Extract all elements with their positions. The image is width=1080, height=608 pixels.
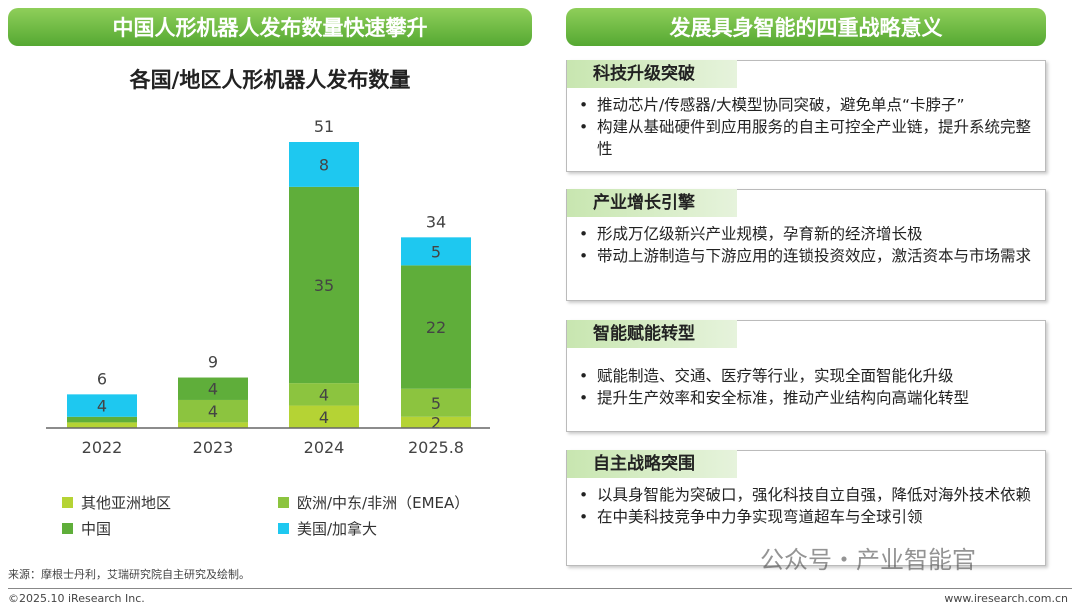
legend-label: 美国/加拿大 (297, 520, 378, 538)
card-strategic-breakthrough: 自主战略突围 以具身智能为突破口，强化科技自立自强，降低对海外技术依赖在中美科技… (566, 450, 1046, 566)
bullet-item: 构建从基础硬件到应用服务的自主可控全产业链，提升系统完整性 (577, 116, 1037, 160)
bar-segment (67, 416, 137, 423)
x-tick-label: 2022 (82, 438, 123, 457)
data-label: 5 (431, 394, 441, 413)
card-title: 产业增长引擎 (567, 189, 737, 217)
footer-divider (8, 588, 1072, 589)
total-label: 6 (97, 369, 107, 388)
total-label: 34 (426, 212, 446, 231)
legend-label: 其他亚洲地区 (81, 494, 172, 512)
bar-segment (178, 399, 248, 423)
legend-item-other-asia: 其他亚洲地区 (62, 492, 171, 513)
bullet-item: 提升生产效率和安全标准，推动产业结构向高端化转型 (577, 387, 1037, 409)
x-tick-label: 2024 (304, 438, 345, 457)
bar-segment (289, 186, 359, 384)
legend-swatch (278, 497, 289, 508)
legend-item-china: 中国 (62, 518, 111, 539)
data-label: 4 (97, 397, 107, 416)
data-label: 4 (208, 402, 218, 421)
bullet-item: 在中美科技竞争中力争实现弯道超车与全球引领 (577, 506, 1037, 528)
watermark: 公众号・产业智能官 (760, 546, 976, 574)
bar-segment (289, 405, 359, 428)
data-label: 4 (319, 408, 329, 427)
total-label: 9 (208, 353, 218, 372)
card-title: 智能赋能转型 (567, 320, 737, 348)
total-label: 51 (314, 117, 334, 136)
data-label: 5 (431, 242, 441, 261)
bullet-item: 带动上游制造与下游应用的连锁投资效应，激活资本与市场需求 (577, 245, 1037, 267)
bullet-item: 赋能制造、交通、医疗等行业，实现全面智能化升级 (577, 365, 1037, 387)
bar-segment (178, 422, 248, 428)
card-industry-growth: 产业增长引擎 形成万亿级新兴产业规模，孕育新的经济增长极带动上游制造与下游应用的… (566, 189, 1046, 301)
bar-segment (401, 388, 471, 417)
x-tick-label: 2025.8 (408, 438, 464, 457)
bar-segment (401, 265, 471, 389)
right-section-banner: 发展具身智能的四重战略意义 (566, 8, 1046, 46)
chart-title: 各国/地区人形机器人发布数量 (129, 68, 411, 92)
bar-segment (289, 383, 359, 406)
website-link[interactable]: www.iresearch.com.cn (944, 592, 1068, 605)
bar-segment (401, 416, 471, 428)
card-title: 科技升级突破 (567, 60, 737, 88)
bar-segment (67, 422, 137, 428)
legend-swatch (62, 497, 73, 508)
data-label: 4 (208, 380, 218, 399)
data-label: 35 (314, 276, 334, 295)
legend-item-us-canada: 美国/加拿大 (278, 518, 377, 539)
card-intelligent-transformation: 智能赋能转型 赋能制造、交通、医疗等行业，实现全面智能化升级提升生产效率和安全标… (566, 320, 1046, 432)
bar-segment (401, 237, 471, 266)
data-label: 2 (431, 413, 441, 432)
copyright: ©2025.10 iResearch Inc. (8, 592, 145, 605)
data-label: 4 (319, 385, 329, 404)
source-note: 来源：摩根士丹利，艾瑞研究院自主研究及绘制。 (8, 568, 250, 581)
card-tech-upgrade: 科技升级突破 推动芯片/传感器/大模型协同突破，避免单点“卡脖子”构建从基础硬件… (566, 60, 1046, 172)
data-label: 8 (319, 155, 329, 174)
data-label: 22 (426, 318, 446, 337)
x-tick-label: 2023 (193, 438, 234, 457)
bullet-item: 以具身智能为突破口，强化科技自立自强，降低对海外技术依赖 (577, 484, 1037, 506)
legend-label: 欧洲/中东/非洲（EMEA） (297, 494, 470, 512)
legend-swatch (278, 523, 289, 534)
legend-swatch (62, 523, 73, 534)
bullet-item: 形成万亿级新兴产业规模，孕育新的经济增长极 (577, 223, 1037, 245)
bar-segment (289, 142, 359, 187)
bullet-item: 推动芯片/传感器/大模型协同突破，避免单点“卡脖子” (577, 94, 1037, 116)
legend-label: 中国 (81, 520, 112, 538)
bar-segment (67, 394, 137, 417)
bar-segment (178, 377, 248, 400)
card-title: 自主战略突围 (567, 450, 737, 478)
legend-item-emea: 欧洲/中东/非洲（EMEA） (278, 492, 469, 513)
left-section-banner: 中国人形机器人发布数量快速攀升 (8, 8, 532, 46)
